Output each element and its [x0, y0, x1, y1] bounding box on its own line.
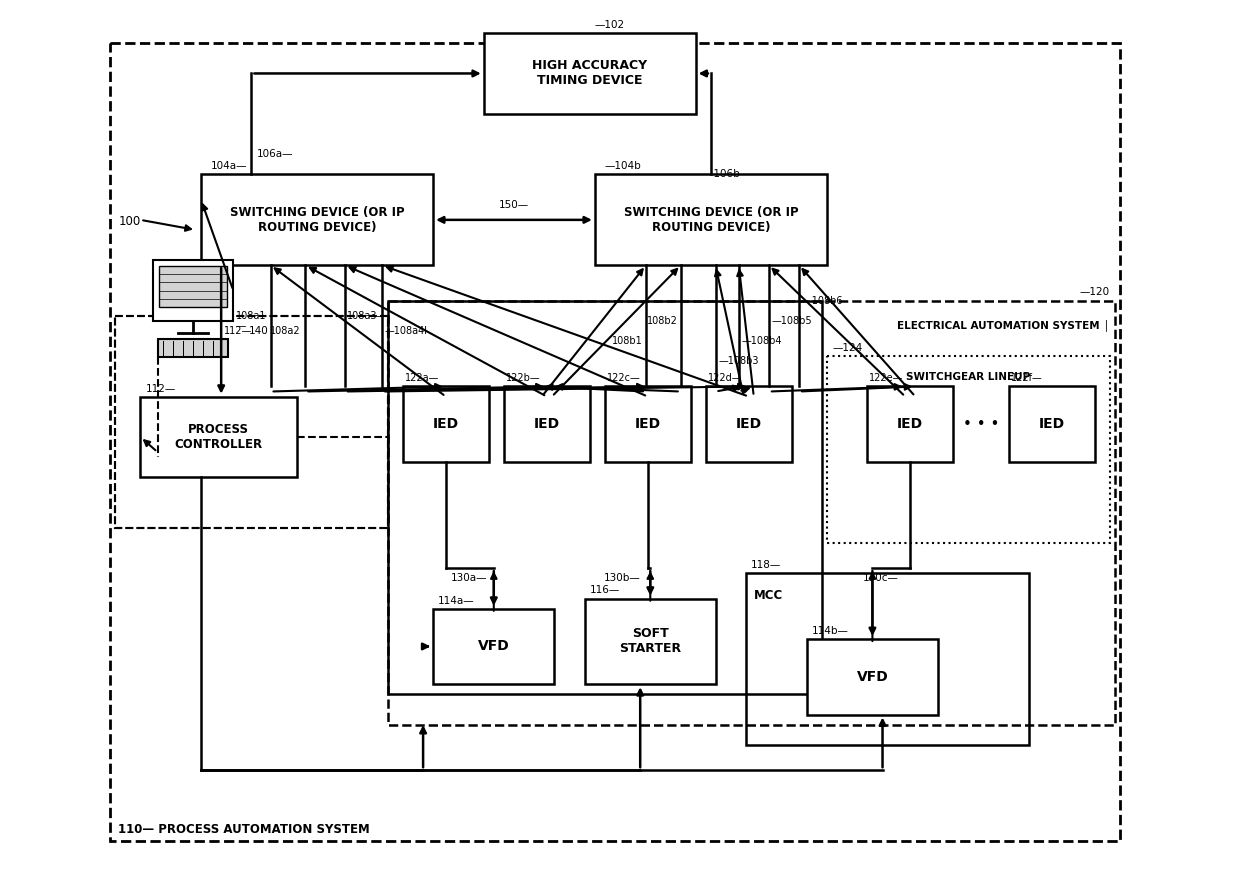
Bar — [157, 339, 228, 357]
Bar — [827, 356, 1110, 543]
Text: —102: —102 — [595, 20, 625, 30]
Text: IED: IED — [735, 417, 761, 431]
Bar — [388, 301, 1115, 725]
Bar — [388, 301, 822, 695]
Text: 122a—: 122a— — [405, 373, 439, 384]
Text: 108a1: 108a1 — [236, 311, 267, 321]
Text: SWITCHGEAR LINEUP: SWITCHGEAR LINEUP — [906, 372, 1030, 383]
Text: 104a—: 104a— — [211, 162, 248, 171]
Bar — [433, 608, 554, 684]
Text: 108b1: 108b1 — [613, 336, 642, 346]
Text: 122c—: 122c— — [606, 373, 641, 384]
Text: SWITCHING DEVICE (OR IP
ROUTING DEVICE): SWITCHING DEVICE (OR IP ROUTING DEVICE) — [624, 206, 799, 234]
Text: 116—: 116— — [590, 585, 620, 596]
Text: 122b—: 122b— — [506, 373, 541, 384]
Bar — [403, 386, 489, 462]
Text: 122d—: 122d— — [708, 373, 743, 384]
Text: SWITCHING DEVICE (OR IP
ROUTING DEVICE): SWITCHING DEVICE (OR IP ROUTING DEVICE) — [229, 206, 404, 234]
Text: ELECTRICAL AUTOMATION SYSTEM │: ELECTRICAL AUTOMATION SYSTEM │ — [898, 319, 1110, 331]
Text: IED: IED — [1039, 417, 1065, 431]
Bar — [503, 386, 590, 462]
Text: SOFT
STARTER: SOFT STARTER — [619, 628, 681, 655]
Bar — [807, 639, 937, 714]
Text: IED: IED — [898, 417, 924, 431]
Text: —108b6: —108b6 — [802, 295, 843, 306]
Text: 114a—: 114a— — [438, 596, 475, 606]
Text: 110— PROCESS AUTOMATION SYSTEM: 110— PROCESS AUTOMATION SYSTEM — [118, 823, 370, 835]
Bar — [746, 573, 1029, 745]
Text: 108a2: 108a2 — [270, 326, 301, 336]
Text: 130c—: 130c— — [862, 573, 898, 583]
Text: VFD: VFD — [477, 639, 510, 653]
Text: —108b3: —108b3 — [718, 356, 759, 366]
Text: 122f—: 122f— — [1011, 373, 1043, 384]
Bar — [201, 174, 433, 265]
Text: 112—: 112— — [224, 326, 253, 336]
Text: 122e—: 122e— — [869, 373, 904, 384]
Text: 130b—: 130b— — [604, 573, 640, 583]
Text: IED: IED — [635, 417, 661, 431]
Bar — [115, 316, 388, 528]
Text: IED: IED — [433, 417, 459, 431]
Text: 118—: 118— — [751, 560, 781, 570]
Text: HIGH ACCURACY
TIMING DEVICE: HIGH ACCURACY TIMING DEVICE — [532, 59, 647, 88]
Text: —120: —120 — [1080, 286, 1110, 297]
Bar — [605, 386, 691, 462]
Text: —108b4: —108b4 — [742, 336, 782, 346]
Bar — [115, 316, 388, 528]
Text: 114b—: 114b— — [812, 626, 848, 636]
Text: 130a—: 130a— — [451, 573, 487, 583]
Text: —124: —124 — [832, 343, 862, 353]
Bar — [867, 386, 954, 462]
Text: —106b: —106b — [704, 170, 740, 179]
Text: 140: 140 — [248, 326, 268, 336]
Text: 112—: 112— — [145, 384, 176, 393]
Bar — [153, 260, 233, 321]
Text: 108b2: 108b2 — [647, 316, 677, 326]
Text: 150—: 150— — [498, 200, 529, 210]
Text: VFD: VFD — [857, 670, 888, 683]
Text: PROCESS
CONTROLLER: PROCESS CONTROLLER — [175, 423, 263, 451]
Text: —: — — [236, 321, 246, 331]
Bar — [1008, 386, 1095, 462]
Bar — [484, 33, 696, 114]
Bar — [595, 174, 827, 265]
Text: IED: IED — [533, 417, 559, 431]
Text: 106a—: 106a— — [257, 149, 293, 159]
Bar — [140, 397, 296, 477]
Text: —108a4l: —108a4l — [384, 326, 428, 336]
Text: • • •: • • • — [962, 417, 999, 431]
Text: MCC: MCC — [754, 590, 784, 602]
Text: 108a3—: 108a3— — [347, 311, 388, 321]
Text: 100: 100 — [118, 215, 140, 228]
Bar — [706, 386, 791, 462]
Text: —108b5: —108b5 — [773, 316, 812, 326]
Bar — [159, 266, 227, 307]
Text: —104b: —104b — [605, 162, 641, 171]
Bar — [585, 598, 715, 684]
